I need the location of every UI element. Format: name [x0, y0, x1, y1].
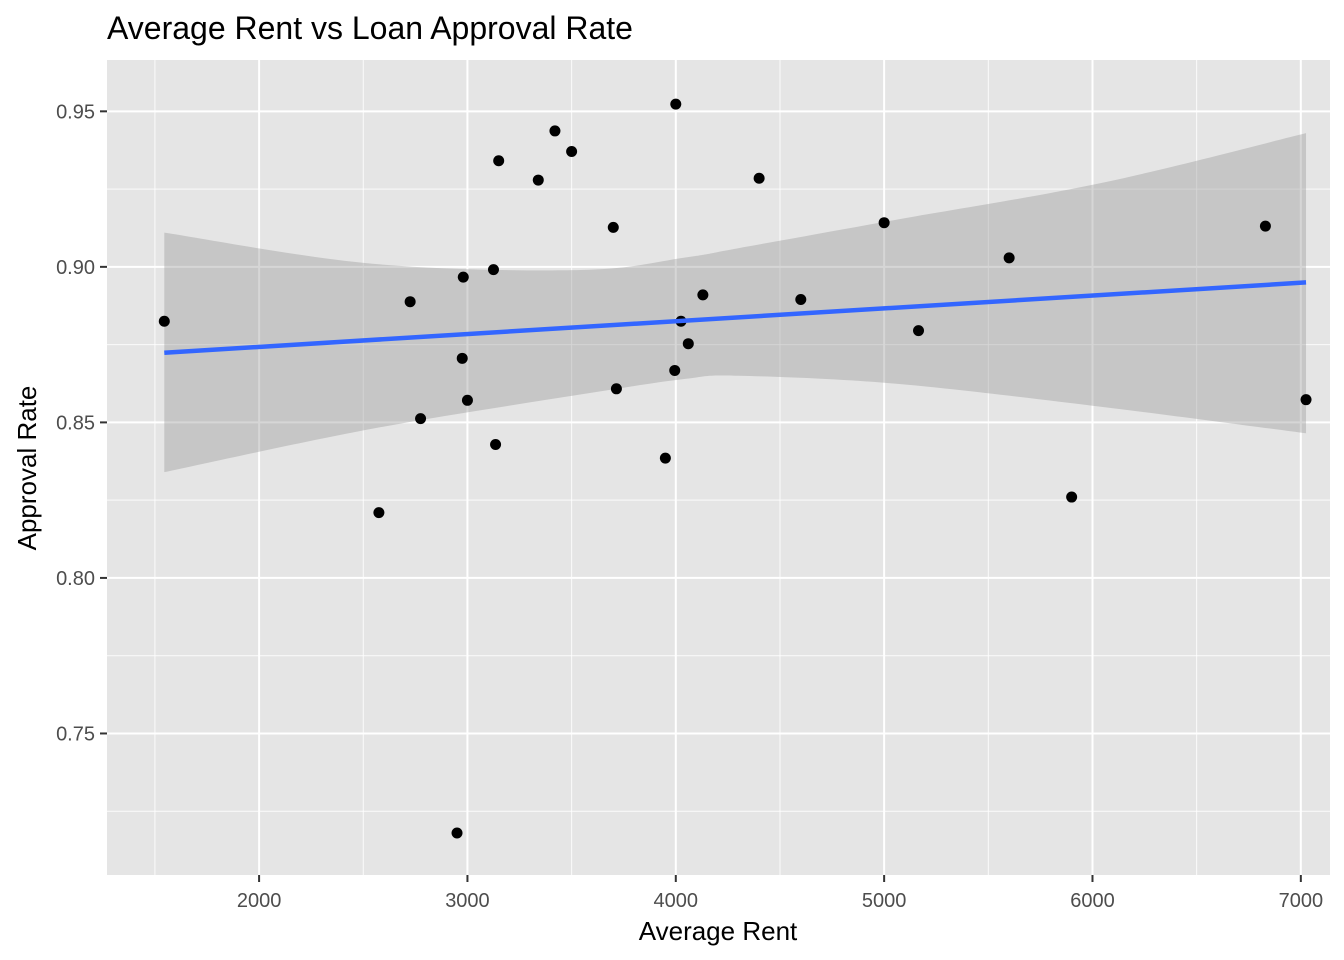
confidence-band	[164, 133, 1307, 473]
major-gridlines	[107, 60, 1330, 875]
data-point	[795, 294, 807, 306]
y-axis: 0.75 0.80 0.85 0.90 0.95	[56, 101, 107, 745]
data-point	[461, 394, 473, 406]
data-point	[659, 452, 671, 464]
data-point	[1066, 491, 1078, 503]
x-tick-label: 4000	[654, 890, 699, 912]
y-tick-label: 0.85	[56, 412, 95, 434]
y-tick-label: 0.80	[56, 568, 95, 590]
data-point	[549, 125, 561, 137]
data-point	[682, 338, 694, 350]
data-point	[610, 383, 622, 395]
data-point	[1300, 394, 1312, 406]
x-tick-label: 7000	[1279, 890, 1324, 912]
data-points	[158, 98, 1312, 839]
data-point	[878, 217, 890, 229]
chart-title: Average Rent vs Loan Approval Rate	[107, 10, 633, 46]
x-tick-label: 2000	[237, 890, 282, 912]
data-point	[158, 315, 170, 327]
data-point	[373, 507, 385, 519]
y-tick-label: 0.75	[56, 723, 95, 745]
data-point	[487, 264, 499, 276]
data-point	[753, 172, 765, 184]
minor-gridlines	[107, 60, 1330, 875]
y-tick-label: 0.90	[56, 257, 95, 279]
data-point	[404, 296, 416, 308]
x-axis: 2000 3000 4000 5000 6000 7000	[237, 875, 1323, 912]
data-point	[1259, 220, 1271, 232]
plot-panel	[107, 60, 1330, 875]
x-tick-label: 6000	[1070, 890, 1115, 912]
data-point	[607, 221, 619, 233]
y-axis-title: Approval Rate	[12, 386, 42, 551]
y-tick-label: 0.95	[56, 101, 95, 123]
data-point	[456, 352, 468, 364]
data-point	[490, 438, 502, 450]
x-tick-label: 3000	[445, 890, 490, 912]
data-point	[697, 289, 709, 301]
data-point	[566, 145, 578, 157]
data-point	[415, 413, 427, 425]
data-point	[532, 174, 544, 186]
x-axis-title: Average Rent	[639, 916, 798, 946]
data-point	[493, 155, 505, 167]
data-point	[457, 271, 469, 283]
data-point	[670, 98, 682, 110]
x-tick-label: 5000	[862, 890, 907, 912]
data-point	[1003, 252, 1015, 264]
regression-line	[164, 280, 1307, 355]
data-point	[913, 325, 925, 337]
data-point	[669, 364, 681, 376]
data-point	[451, 827, 463, 839]
